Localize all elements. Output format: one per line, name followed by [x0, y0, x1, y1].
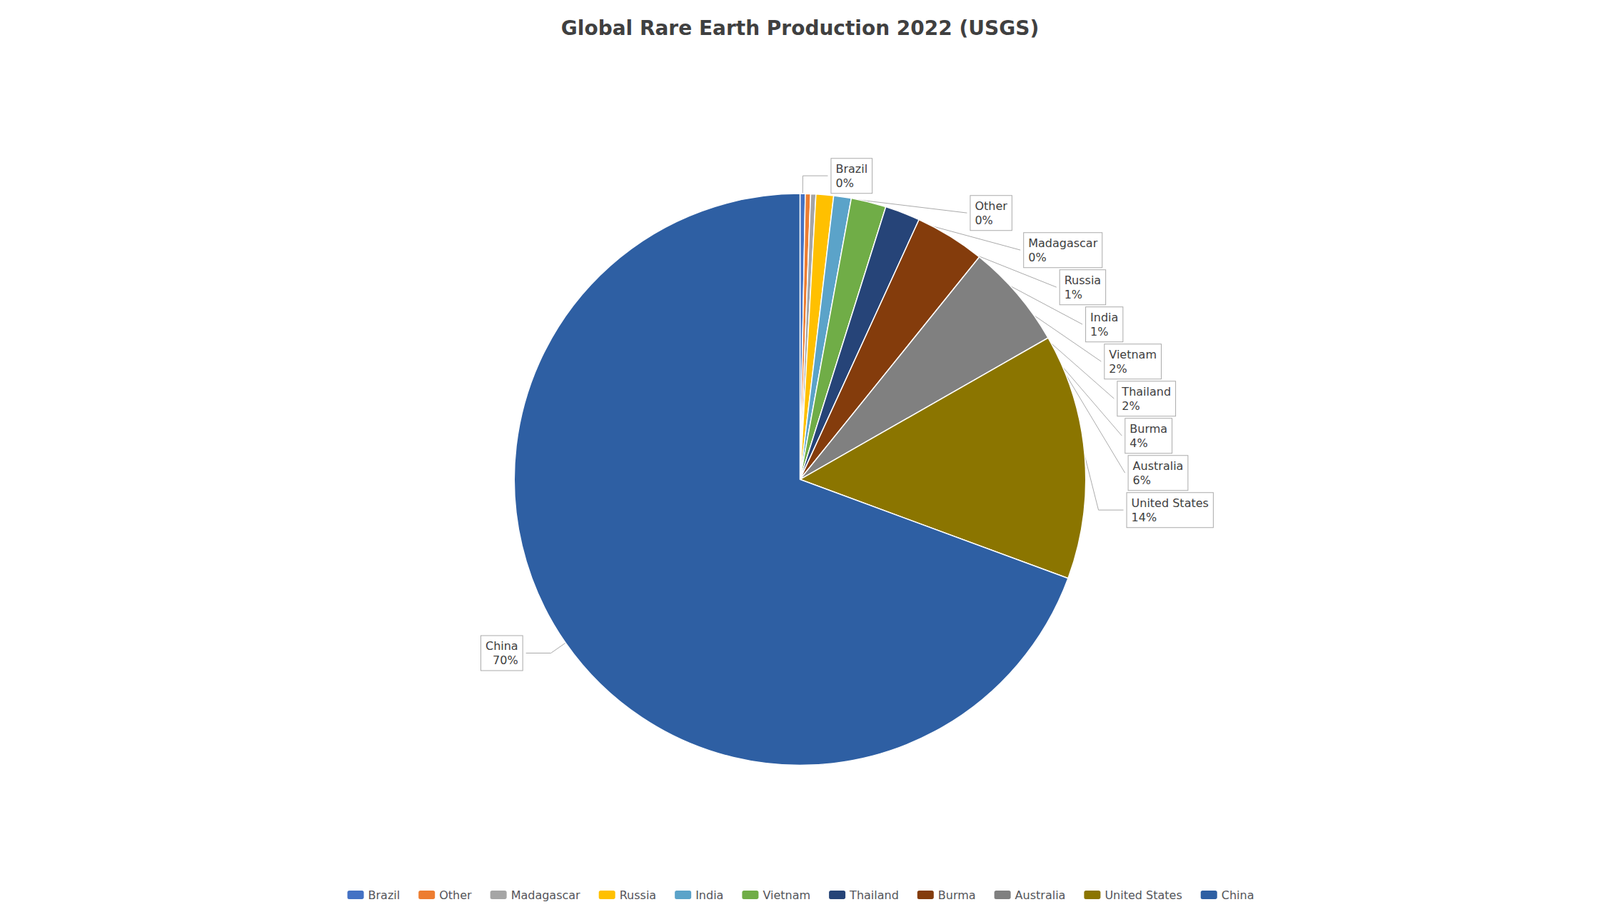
svg-text:Burma: Burma	[938, 888, 976, 902]
svg-text:Brazil: Brazil	[368, 888, 401, 902]
svg-text:0%: 0%	[1028, 250, 1046, 265]
svg-text:0%: 0%	[974, 213, 993, 228]
svg-text:Burma: Burma	[1129, 421, 1168, 436]
svg-text:Brazil: Brazil	[835, 162, 868, 176]
svg-text:Thailand: Thailand	[1120, 384, 1171, 399]
svg-text:United States: United States	[1104, 888, 1182, 902]
svg-text:Global Rare Earth Production 2: Global Rare Earth Production 2022 (USGS)	[561, 16, 1039, 40]
svg-text:Australia: Australia	[1015, 888, 1066, 902]
svg-text:Madagascar: Madagascar	[511, 888, 581, 902]
svg-text:0%: 0%	[835, 176, 854, 190]
svg-text:Other: Other	[439, 888, 472, 902]
svg-text:Vietnam: Vietnam	[1108, 347, 1157, 362]
svg-text:China: China	[1221, 888, 1255, 902]
svg-text:Australia: Australia	[1133, 459, 1184, 473]
svg-text:1%: 1%	[1090, 324, 1109, 339]
svg-text:Russia: Russia	[619, 888, 657, 902]
svg-text:6%: 6%	[1133, 473, 1151, 487]
svg-text:2%: 2%	[1121, 399, 1140, 413]
svg-text:United States: United States	[1131, 496, 1209, 510]
svg-text:Other: Other	[974, 199, 1008, 213]
svg-text:Thailand: Thailand	[848, 888, 899, 902]
svg-text:China: China	[485, 639, 519, 653]
svg-text:2%: 2%	[1108, 361, 1127, 376]
svg-text:India: India	[1090, 310, 1119, 325]
svg-text:14%: 14%	[1131, 510, 1158, 525]
svg-text:Madagascar: Madagascar	[1028, 236, 1098, 250]
svg-text:India: India	[695, 888, 724, 902]
svg-text:Vietnam: Vietnam	[762, 888, 811, 902]
svg-text:4%: 4%	[1129, 436, 1148, 450]
svg-text:Russia: Russia	[1064, 273, 1101, 288]
svg-text:1%: 1%	[1064, 287, 1083, 302]
svg-text:70%: 70%	[492, 653, 519, 667]
